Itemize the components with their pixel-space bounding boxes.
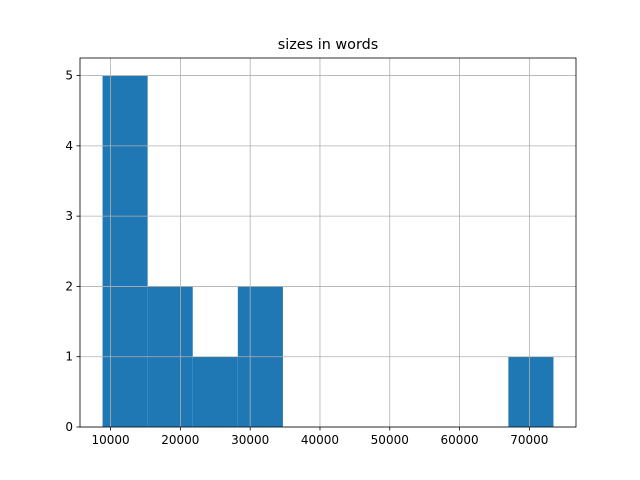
chart-title: sizes in words [278,37,379,53]
x-tick-label: 40000 [301,433,339,447]
bar [102,75,148,428]
x-tick-label: 30000 [231,433,269,447]
bar [508,356,554,427]
x-tick-label: 50000 [371,433,409,447]
x-tick-label: 10000 [91,433,129,447]
y-tick-label: 5 [65,69,73,83]
plot-frame [79,57,577,428]
y-tick-label: 0 [65,420,73,434]
y-tick-label: 2 [65,279,73,293]
y-tick-label: 4 [65,139,73,153]
y-tick-label: 3 [65,209,73,223]
x-tick-label: 60000 [440,433,478,447]
x-tick-label: 70000 [510,433,548,447]
x-tick-label: 20000 [161,433,199,447]
y-tick-label: 1 [65,350,73,364]
bar [192,356,238,427]
